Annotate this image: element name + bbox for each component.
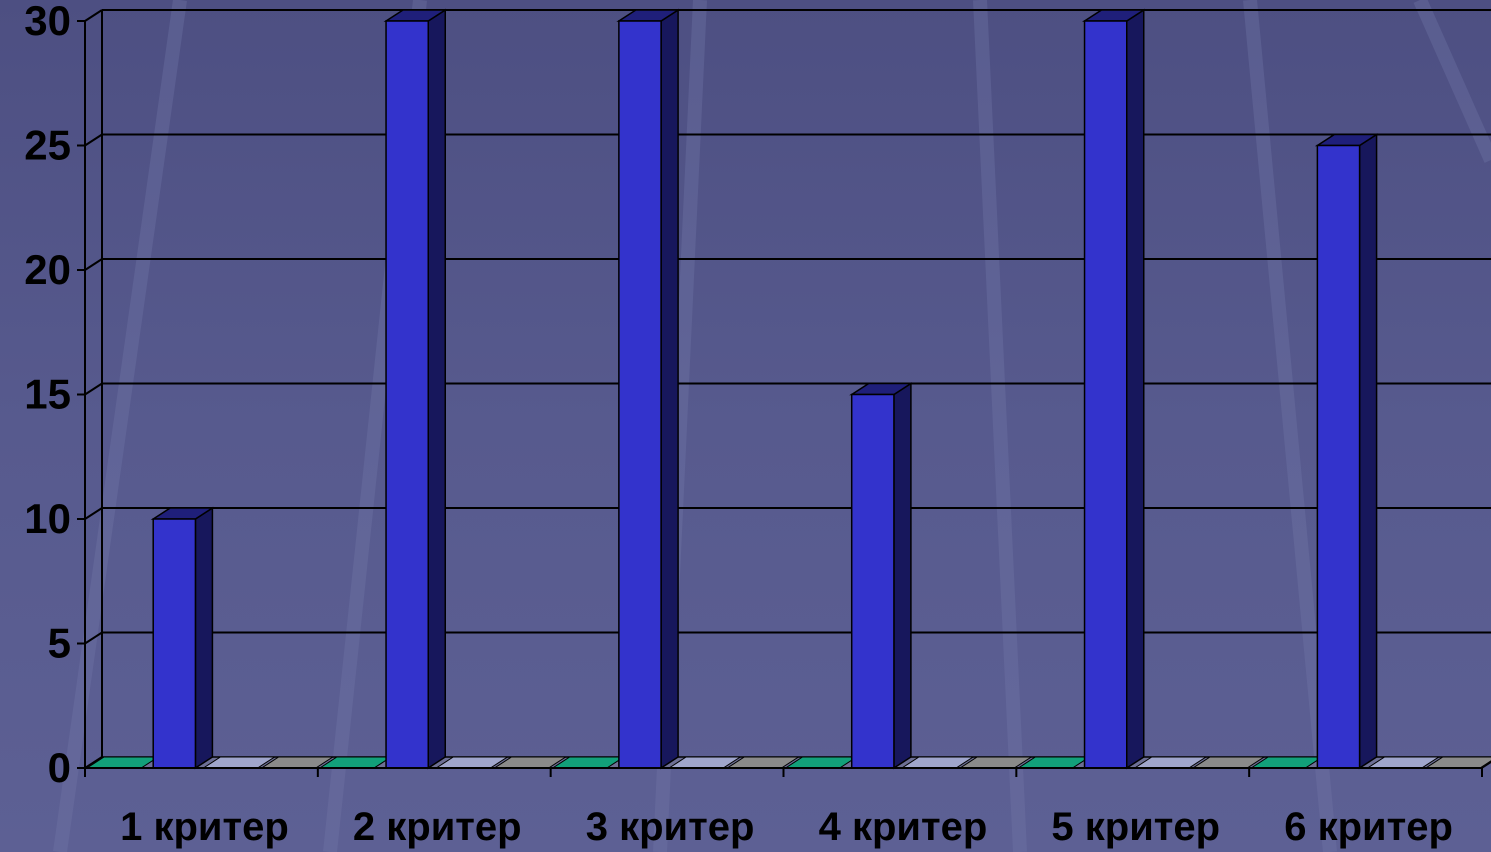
bar-side [1126, 8, 1145, 770]
y-tick-label: 0 [48, 744, 71, 791]
x-tick-label: 3 критер [586, 805, 755, 849]
bar [849, 382, 914, 770]
y-tick-labels: 0 5 10 15 20 25 30 [24, 0, 71, 791]
bar-side [893, 382, 912, 770]
y-tick-label: 10 [24, 495, 71, 542]
bar-side [427, 8, 446, 770]
bar-front [385, 20, 429, 769]
axes [77, 10, 1483, 777]
x-tick-label: 2 критер [353, 805, 522, 849]
y-tick-label: 20 [24, 246, 71, 293]
x-tick-label: 1 критер [120, 805, 289, 849]
y-tick-label: 30 [24, 0, 71, 44]
background-decoration [53, 0, 1491, 852]
bar-front [1083, 20, 1128, 769]
gridlines [84, 9, 1491, 769]
x-tick-label: 4 критер [819, 805, 988, 849]
gridline-side [84, 507, 103, 520]
bar [383, 8, 448, 770]
bar-front [850, 393, 895, 769]
gridline-side [84, 133, 103, 147]
bar-side [1358, 133, 1378, 770]
bar-side [194, 506, 214, 770]
bar-front [618, 20, 662, 769]
chart-floor [82, 756, 1491, 769]
bars [150, 8, 1380, 770]
bar-side [660, 8, 679, 770]
bar [150, 506, 215, 770]
gridline-side [84, 258, 103, 271]
bar [1082, 8, 1147, 770]
bar [616, 8, 681, 770]
gridline-side [84, 631, 103, 645]
y-tick-label: 15 [24, 371, 71, 418]
x-tick-label: 5 критер [1051, 805, 1220, 849]
gridline-side [84, 9, 103, 22]
x-tick-label: 6 критер [1284, 805, 1453, 849]
y-tick-label: 5 [48, 620, 71, 667]
bar-front [152, 518, 197, 769]
x-tick-labels: 1 критер 2 критер 3 критер 4 критер 5 критер… [120, 805, 1453, 849]
bar [1314, 133, 1380, 770]
gridline-side [84, 382, 103, 396]
y-tick-label: 25 [24, 122, 71, 169]
bar-front [1316, 144, 1361, 769]
